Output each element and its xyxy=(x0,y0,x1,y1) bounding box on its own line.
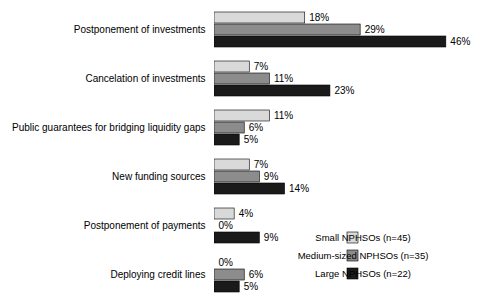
svg-text:5%: 5% xyxy=(244,134,259,145)
svg-text:Postponement of payments: Postponement of payments xyxy=(84,220,206,231)
svg-text:46%: 46% xyxy=(450,36,470,47)
svg-text:11%: 11% xyxy=(274,110,293,121)
svg-text:7%: 7% xyxy=(254,61,269,72)
svg-text:Small NPHSOs (n=45): Small NPHSOs (n=45) xyxy=(315,232,410,243)
svg-text:29%: 29% xyxy=(365,24,385,35)
svg-text:4%: 4% xyxy=(239,208,254,219)
svg-text:Cancelation of investments: Cancelation of investments xyxy=(85,73,205,84)
svg-text:23%: 23% xyxy=(334,85,354,96)
svg-text:6%: 6% xyxy=(249,122,264,133)
svg-text:5%: 5% xyxy=(244,281,259,292)
svg-text:0%: 0% xyxy=(219,220,234,231)
svg-text:11%: 11% xyxy=(274,73,293,84)
svg-text:9%: 9% xyxy=(264,171,279,182)
svg-text:7%: 7% xyxy=(254,159,269,170)
svg-text:Large NPHSOs (n=22): Large NPHSOs (n=22) xyxy=(315,268,411,279)
svg-text:New funding sources: New funding sources xyxy=(112,171,205,182)
svg-text:9%: 9% xyxy=(264,232,279,243)
svg-text:18%: 18% xyxy=(309,12,329,23)
svg-text:Deploying credit lines: Deploying credit lines xyxy=(110,269,205,280)
svg-text:14%: 14% xyxy=(289,183,309,194)
svg-text:0%: 0% xyxy=(219,257,234,268)
svg-text:Postponement of investments: Postponement of investments xyxy=(74,24,206,35)
svg-text:Medium-sized NPHSOs (n=35): Medium-sized NPHSOs (n=35) xyxy=(298,250,429,261)
svg-text:Public guarantees for bridging: Public guarantees for bridging liquidity… xyxy=(12,122,205,133)
svg-text:6%: 6% xyxy=(249,269,264,280)
